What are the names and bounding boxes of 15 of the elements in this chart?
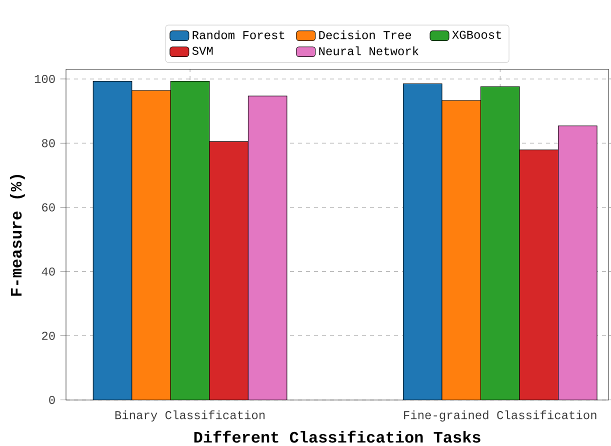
x-axis-title: Different Classification Tasks: [194, 430, 480, 443]
y-tick-label: 60: [42, 203, 55, 212]
x-tick-label: Fine-grained Classification: [404, 410, 596, 422]
y-tick-label: 100: [34, 74, 55, 84]
y-tick-label: 80: [42, 139, 55, 148]
legend-label: Random Forest: [192, 30, 284, 40]
y-tick-label: 0: [49, 396, 55, 404]
legend-label: Decision Tree: [319, 30, 412, 40]
x-tick-label: Binary Classification: [115, 410, 265, 422]
y-tick-label: 40: [42, 268, 55, 276]
legend-label: Neural Network: [319, 46, 418, 56]
legend-label: SVM: [192, 46, 213, 55]
y-axis-title: F-measure (%): [10, 174, 25, 296]
legend-label: XGBoost: [452, 30, 502, 39]
y-tick-label: 20: [42, 332, 55, 340]
